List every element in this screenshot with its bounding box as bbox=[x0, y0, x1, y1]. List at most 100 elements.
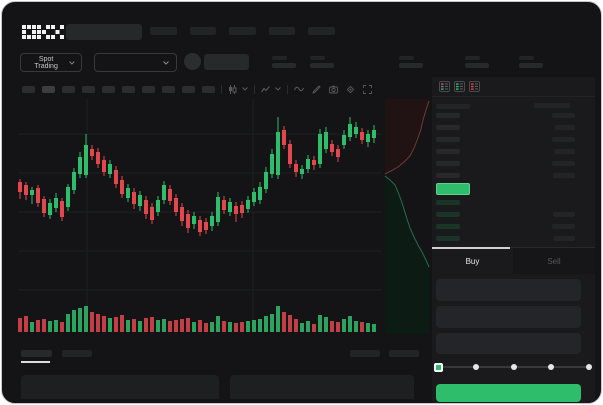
settings-button[interactable] bbox=[346, 85, 355, 94]
timeframe-pill[interactable] bbox=[82, 85, 95, 93]
market-stat-group bbox=[272, 56, 296, 68]
price-bar bbox=[436, 161, 460, 166]
active-tab-indicator bbox=[432, 247, 510, 249]
amount-slider[interactable] bbox=[433, 360, 592, 374]
amount-input[interactable] bbox=[436, 306, 581, 328]
nav-item-placeholder[interactable] bbox=[229, 27, 256, 35]
nav-item-placeholder[interactable] bbox=[190, 27, 216, 35]
price-bar bbox=[436, 125, 460, 130]
price-bar bbox=[436, 212, 460, 217]
price-bar bbox=[436, 236, 460, 241]
search-input[interactable] bbox=[66, 24, 142, 40]
ask-row[interactable] bbox=[432, 149, 595, 154]
slider-stop[interactable] bbox=[586, 364, 592, 370]
ask-row[interactable] bbox=[432, 173, 595, 178]
bottom-toolbar-placeholder[interactable] bbox=[389, 350, 419, 357]
timeframe-pill[interactable] bbox=[22, 85, 35, 93]
timeframe-pill[interactable] bbox=[62, 85, 75, 93]
market-type-label: Spot Trading bbox=[34, 55, 58, 70]
stat-value-placeholder bbox=[310, 63, 334, 68]
bid-row[interactable] bbox=[432, 200, 595, 205]
timeframe-pill[interactable] bbox=[122, 85, 135, 93]
candles-style-button[interactable] bbox=[228, 84, 237, 94]
timeframe-pill[interactable] bbox=[162, 85, 175, 93]
price-bar bbox=[436, 173, 460, 178]
slider-stop[interactable] bbox=[472, 364, 479, 370]
price-bar bbox=[436, 224, 460, 229]
bottom-toolbar-placeholder[interactable] bbox=[350, 350, 380, 357]
amount-bar bbox=[553, 173, 575, 178]
fullscreen-icon bbox=[363, 84, 372, 94]
market-stat-group bbox=[519, 56, 543, 68]
ask-row[interactable] bbox=[432, 125, 595, 130]
last-price-row[interactable] bbox=[436, 183, 470, 195]
amount-bar bbox=[553, 212, 575, 217]
book-mode-bids-button[interactable] bbox=[454, 81, 465, 92]
order-book-panel: Buy Sell bbox=[432, 77, 595, 403]
amount-bar bbox=[552, 137, 575, 142]
stat-label-placeholder bbox=[465, 56, 480, 60]
nav-item-placeholder[interactable] bbox=[150, 27, 177, 35]
camera-icon bbox=[329, 85, 338, 93]
candles-style-icon bbox=[229, 84, 237, 94]
stat-value-placeholder bbox=[465, 63, 489, 68]
fullscreen-button[interactable] bbox=[363, 84, 372, 94]
slider-handle[interactable] bbox=[433, 362, 443, 372]
indicators-button[interactable] bbox=[261, 85, 270, 94]
bid-row[interactable] bbox=[432, 224, 595, 229]
bottom-tab-placeholder[interactable] bbox=[62, 350, 92, 357]
buy-submit-button[interactable] bbox=[436, 384, 581, 402]
ask-row[interactable] bbox=[432, 161, 595, 166]
timeframe-pill[interactable] bbox=[182, 85, 195, 93]
book-mode-asks-button[interactable] bbox=[469, 81, 480, 92]
ask-row[interactable] bbox=[432, 137, 595, 142]
bid-row[interactable] bbox=[432, 212, 595, 217]
nav-item-placeholder[interactable] bbox=[269, 27, 295, 35]
draw-icon bbox=[312, 84, 321, 94]
amount-bar bbox=[552, 161, 575, 166]
pair-selector-dropdown[interactable] bbox=[94, 53, 177, 72]
stat-label-placeholder bbox=[310, 56, 325, 60]
chevron-down-icon bbox=[242, 87, 248, 91]
price-bar bbox=[436, 200, 460, 205]
slider-stop[interactable] bbox=[510, 364, 517, 370]
line-tool-button[interactable] bbox=[294, 86, 304, 92]
total-input[interactable] bbox=[436, 333, 581, 354]
chevron-down-icon bbox=[69, 60, 75, 65]
bottom-tab-placeholder[interactable] bbox=[21, 350, 52, 357]
history-panel-placeholder[interactable] bbox=[230, 375, 414, 399]
candles-style-expand[interactable] bbox=[242, 87, 248, 91]
orders-panel-placeholder[interactable] bbox=[21, 375, 219, 399]
book-mode-both-button[interactable] bbox=[439, 81, 450, 92]
timeframe-pill[interactable] bbox=[142, 85, 155, 93]
camera-button[interactable] bbox=[329, 85, 338, 94]
draw-button[interactable] bbox=[312, 84, 321, 94]
tab-sell[interactable]: Sell bbox=[513, 248, 595, 274]
tab-buy[interactable]: Buy bbox=[465, 256, 480, 266]
book-header-amount bbox=[534, 103, 570, 108]
order-book-toolbar bbox=[432, 77, 595, 97]
market-type-dropdown[interactable]: Spot Trading bbox=[20, 53, 82, 72]
book-bids-icon bbox=[454, 81, 465, 92]
amount-bar bbox=[554, 236, 575, 241]
slider-stop[interactable] bbox=[548, 364, 555, 370]
price-input[interactable] bbox=[436, 279, 581, 301]
main-nav bbox=[150, 27, 335, 35]
bid-row[interactable] bbox=[432, 236, 595, 241]
price-bar bbox=[436, 149, 460, 154]
stat-value-placeholder bbox=[399, 63, 423, 68]
ask-row[interactable] bbox=[432, 113, 595, 118]
amount-bar bbox=[552, 224, 575, 229]
indicators-expand[interactable] bbox=[275, 87, 281, 91]
book-header-price bbox=[436, 104, 470, 109]
avatar[interactable] bbox=[184, 53, 201, 70]
indicators-icon bbox=[261, 85, 270, 92]
stat-label-placeholder bbox=[272, 56, 287, 60]
timeframe-pill[interactable] bbox=[42, 85, 55, 93]
timeframe-pill[interactable] bbox=[202, 85, 215, 93]
header-action-button[interactable] bbox=[204, 54, 249, 70]
timeframe-pill[interactable] bbox=[102, 85, 115, 93]
nav-item-placeholder[interactable] bbox=[308, 27, 335, 35]
